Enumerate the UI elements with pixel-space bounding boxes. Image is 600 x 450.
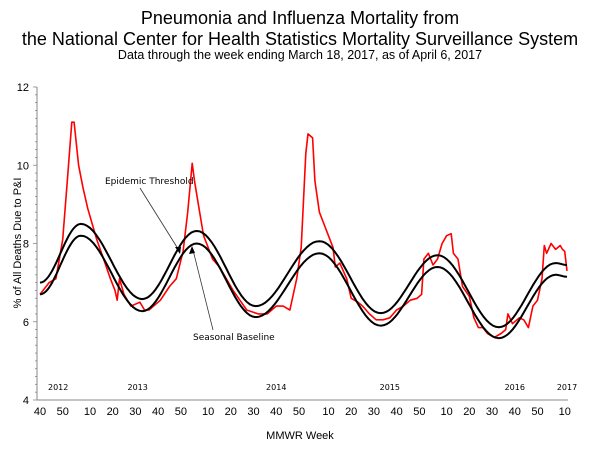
year-label: 2012 — [48, 383, 68, 392]
y-tick-label: 10 — [17, 160, 29, 172]
y-tick-label: 4 — [23, 395, 29, 407]
year-label: 2014 — [266, 383, 286, 392]
series-line-threshold — [39, 222, 568, 329]
x-tick-label: 30 — [129, 406, 141, 418]
x-tick-label: 10 — [440, 406, 452, 418]
y-tick-label: 6 — [23, 317, 29, 329]
axes: 4 6 8 10 12 40 50 10 20 30 40 50 10 20 30 40 50 10 20 30 40 5… — [17, 82, 577, 418]
x-tick-label: 30 — [486, 406, 498, 418]
x-tick-label: 30 — [368, 406, 380, 418]
baseline-label: Seasonal Baseline — [193, 333, 275, 343]
x-tick-label: 50 — [413, 406, 425, 418]
series-lines — [39, 121, 568, 340]
x-tick-label: 20 — [463, 406, 475, 418]
x-tick-label: 20 — [107, 406, 119, 418]
y-tick-label: 12 — [17, 82, 29, 94]
chart-title-line2: the National Center for Health Statistic… — [21, 29, 579, 49]
x-tick-label: 10 — [322, 406, 334, 418]
year-label: 2016 — [505, 383, 525, 392]
x-tick-label: 50 — [57, 406, 69, 418]
threshold-arrow — [139, 187, 181, 253]
x-tick-label: 10 — [202, 406, 214, 418]
annotations: Epidemic Threshold Seasonal Baseline — [105, 177, 275, 343]
x-tick-label: 40 — [391, 406, 403, 418]
year-label: 2015 — [380, 383, 400, 392]
x-tick-label: 50 — [531, 406, 543, 418]
baseline-arrow — [192, 249, 214, 331]
x-tick-label: 40 — [509, 406, 521, 418]
x-tick-label: 50 — [175, 406, 187, 418]
x-tick-label: 10 — [84, 406, 96, 418]
chart-title: Pneumonia and Influenza Mortality from — [140, 8, 460, 28]
x-axis-label: MMWR Week — [266, 430, 334, 442]
y-tick-label: 8 — [23, 239, 29, 251]
x-tick-label: 20 — [345, 406, 357, 418]
x-tick-label: 20 — [225, 406, 237, 418]
series-line-observed — [39, 121, 568, 339]
x-tick-label: 10 — [559, 406, 571, 418]
year-label: 2017 — [557, 383, 577, 392]
x-tick-label: 30 — [247, 406, 259, 418]
series-line-baseline — [39, 234, 568, 340]
threshold-label: Epidemic Threshold — [105, 177, 194, 187]
threshold-arrowhead-icon — [175, 247, 181, 254]
chart-subtitle: Data through the week ending March 18, 2… — [117, 48, 483, 62]
x-tick-label: 40 — [34, 406, 46, 418]
x-tick-label: 50 — [293, 406, 305, 418]
baseline-arrowhead-icon — [189, 246, 195, 254]
year-label: 2013 — [127, 383, 147, 392]
x-tick-label: 40 — [270, 406, 282, 418]
x-tick-label: 40 — [152, 406, 164, 418]
y-axis-label: % of All Deaths Due to P&I — [12, 178, 24, 309]
